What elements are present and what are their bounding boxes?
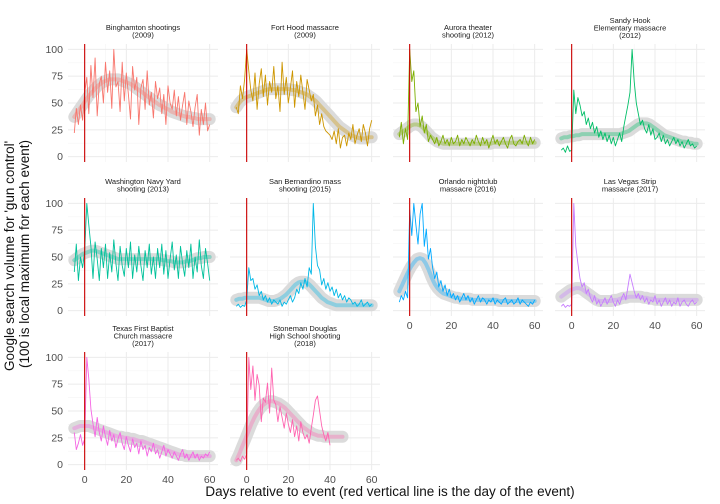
y-axis-title: Google search volume for 'gun control' (… — [2, 137, 32, 371]
panel-title-line: Orlando nightclub — [439, 177, 498, 186]
panel-title-line: (2009) — [132, 31, 154, 40]
panel-title-line: Sandy Hook — [610, 16, 651, 25]
y-axis-title-line1: Google search volume for 'gun control' — [2, 141, 17, 371]
panel-5: Washington Navy Yard shooting (2013) — [68, 177, 218, 316]
panel-2: Fort Hood massacre (2009) — [230, 23, 380, 162]
smooth-band — [393, 118, 541, 150]
smooth-line — [72, 248, 212, 265]
series-line — [73, 48, 211, 136]
panel-title-line: Washington Navy Yard — [105, 177, 181, 186]
panel-title-line: Stoneman Douglas — [273, 324, 337, 333]
y-tick-label: 0 — [57, 459, 63, 471]
x-tick-label: 60 — [691, 320, 703, 332]
x-tick-label: 0 — [82, 474, 88, 486]
series-line — [560, 48, 698, 153]
y-tick-label: 25 — [51, 278, 63, 290]
panel-title-line: Elementary massacre — [594, 24, 667, 33]
panel-title-line: massacre (2016) — [440, 185, 497, 194]
panel-title-line: Aurora theater — [444, 23, 492, 32]
x-tick-label: 40 — [162, 474, 174, 486]
series-line — [560, 202, 698, 308]
panel-title: Texas First Baptist Church massacre (2017) — [112, 324, 174, 348]
y-tick-label: 100 — [45, 44, 63, 56]
y-tick-label: 100 — [45, 352, 63, 364]
y-tick-label: 50 — [51, 406, 63, 418]
panel-title-line: shooting (2013) — [117, 185, 170, 194]
x-tick-label: 0 — [244, 474, 250, 486]
panel-9: Texas First Baptist Church massacre (2017) — [68, 324, 218, 470]
x-axis-title: Days relative to event (red vertical lin… — [205, 484, 574, 499]
panel-1: Binghamton shootings (2009) — [68, 23, 218, 162]
panel-7: Orlando nightclub massacre (2016) — [393, 177, 543, 316]
panel-title: Washington Navy Yard shooting (2013) — [105, 177, 181, 194]
series-line — [73, 356, 211, 461]
series-line — [73, 202, 211, 282]
panel-8: Las Vegas Strip massacre (2017) — [555, 177, 705, 316]
panel-3: Aurora theater shooting (2012) — [393, 23, 543, 162]
panel-title: Aurora theater shooting (2012) — [442, 23, 495, 40]
series-line — [235, 48, 373, 149]
smooth-line — [559, 286, 699, 303]
x-tick-label: 40 — [649, 320, 661, 332]
y-tick-label: 75 — [51, 71, 63, 83]
smooth-line — [397, 122, 537, 146]
x-tick-label: 20 — [607, 320, 619, 332]
panel-title: Fort Hood massacre (2009) — [271, 23, 339, 40]
panel-title: Orlando nightclub massacre (2016) — [439, 177, 498, 194]
panel-title-line: massacre (2017) — [602, 185, 659, 194]
panel-title-line: shooting (2015) — [279, 185, 332, 194]
y-tick-label: 25 — [51, 432, 63, 444]
smooth-band — [555, 282, 703, 307]
x-tick-label: 40 — [324, 474, 336, 486]
panel-title-line: Church massacre — [114, 332, 173, 341]
smooth-band — [68, 244, 216, 269]
panel-title: Las Vegas Strip massacre (2017) — [602, 177, 659, 194]
y-tick-label: 25 — [51, 124, 63, 136]
panel-10: Stoneman Douglas High School shooting (201… — [230, 324, 380, 470]
panel-title-line: High School shooting — [270, 332, 341, 341]
panel-title: San Bernardino mass shooting (2015) — [269, 177, 341, 194]
series-line — [398, 48, 536, 149]
panel-title-line: Texas First Baptist — [112, 324, 174, 333]
panel-4: Sandy Hook Elementary massacre (2012) — [555, 16, 705, 162]
x-tick-label: 60 — [204, 474, 216, 486]
series-line — [235, 202, 373, 308]
y-axis-title-line2: (100 is local maximum for each event) — [17, 140, 32, 368]
panel-title: Stoneman Douglas High School shooting (201… — [270, 324, 341, 348]
x-tick-label: 20 — [282, 474, 294, 486]
x-tick-label: 60 — [529, 320, 541, 332]
panel-title-line: (2009) — [294, 31, 316, 40]
y-tick-label: 0 — [57, 151, 63, 163]
panel-title-line: San Bernardino mass — [269, 177, 341, 186]
panel-title-line: Binghamton shootings — [106, 23, 180, 32]
panel-title-line: shooting (2012) — [442, 31, 495, 40]
x-tick-label: 20 — [445, 320, 457, 332]
series-line — [235, 356, 331, 462]
x-tick-label: 60 — [366, 474, 378, 486]
panel-title-line: Las Vegas Strip — [604, 177, 657, 186]
y-tick-label: 75 — [51, 225, 63, 237]
y-tick-label: 75 — [51, 379, 63, 391]
y-tick-label: 50 — [51, 252, 63, 264]
panel-title: Binghamton shootings (2009) — [106, 23, 180, 40]
panel-title-line: (2012) — [619, 31, 641, 40]
panel-title-line: Fort Hood massacre — [271, 23, 339, 32]
x-tick-label: 0 — [407, 320, 413, 332]
panels: Binghamton shootings (2009)Fort Hood mass… — [68, 16, 705, 470]
shared-axes: 0 25 50 75 100 0 25 50 75 100 0 20 40 60 0 20 40 60 0 25 50 7… — [45, 44, 702, 486]
panel-title: Sandy Hook Elementary massacre (2012) — [594, 16, 667, 40]
series-line — [398, 202, 536, 307]
panel-title-line: (2018) — [294, 339, 316, 348]
y-tick-label: 100 — [45, 198, 63, 210]
panel-6: San Bernardino mass shooting (2015) — [230, 177, 380, 316]
x-tick-label: 40 — [487, 320, 499, 332]
smooth-band — [393, 252, 541, 307]
y-tick-label: 50 — [51, 98, 63, 110]
panel-title-line: (2017) — [132, 339, 154, 348]
y-tick-label: 0 — [57, 305, 63, 317]
x-tick-label: 0 — [569, 320, 575, 332]
x-tick-label: 20 — [120, 474, 132, 486]
